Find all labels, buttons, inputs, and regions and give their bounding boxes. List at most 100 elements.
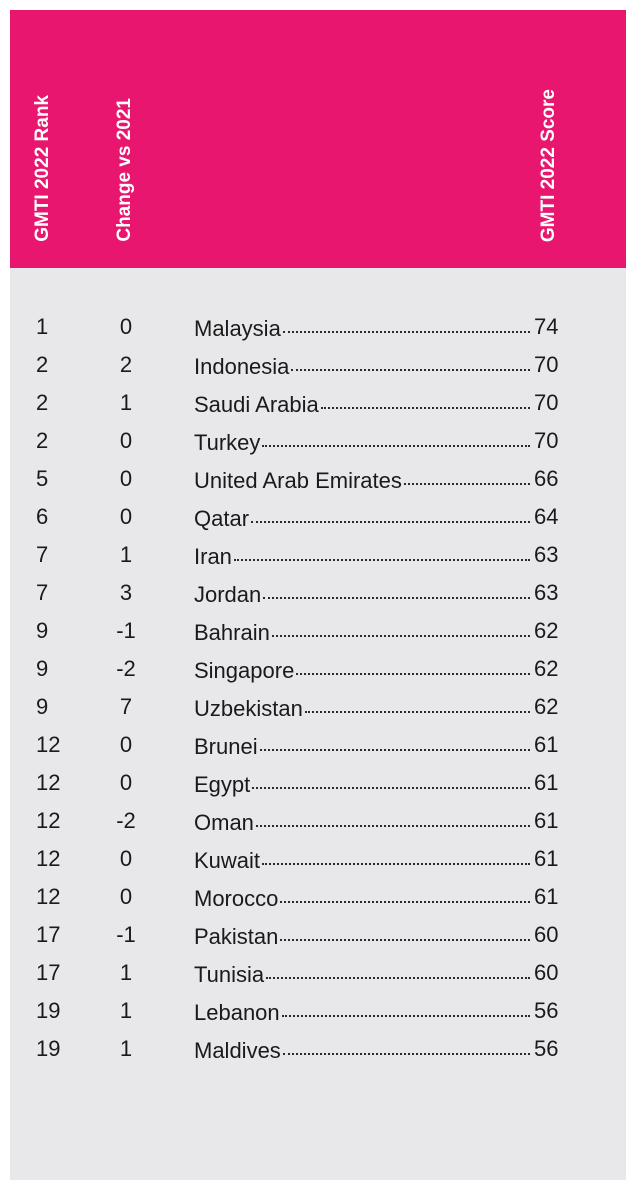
change-cell: 0 — [119, 466, 133, 491]
change-cell: 0 — [119, 732, 133, 757]
score-cell: 61 — [534, 770, 559, 795]
table-row: 1 0 Malaysia 74 — [10, 308, 626, 346]
country-cell: United Arab Emirates — [194, 460, 532, 500]
country-name: Egypt — [194, 772, 251, 797]
dotted-leader — [291, 346, 530, 371]
rank-cell: 17 — [36, 922, 61, 947]
score-cell: 63 — [534, 542, 559, 567]
header-change: Change vs 2021 — [114, 98, 135, 242]
country-name: Tunisia — [194, 962, 265, 987]
dotted-leader — [304, 688, 530, 713]
change-cell: 1 — [119, 390, 133, 415]
rank-cell: 2 — [36, 428, 49, 453]
table-header: GMTI 2022 Rank Change vs 2021 GMTI 2022 … — [10, 10, 626, 268]
rank-cell: 6 — [36, 504, 49, 529]
rank-cell: 2 — [36, 352, 49, 377]
table-row: 19 1 Lebanon 56 — [10, 992, 626, 1030]
dotted-leader — [403, 460, 530, 485]
country-cell: Uzbekistan — [194, 688, 532, 728]
table-row: 5 0 United Arab Emirates 66 — [10, 460, 626, 498]
country-cell: Malaysia — [194, 308, 532, 348]
dotted-leader — [255, 802, 530, 827]
dotted-leader — [296, 650, 530, 675]
table-row: 6 0 Qatar 64 — [10, 498, 626, 536]
dotted-leader — [233, 536, 530, 561]
score-cell: 70 — [534, 352, 559, 377]
table-row: 12 -2 Oman 61 — [10, 802, 626, 840]
table-body: 1 0 Malaysia 74 2 2 Indonesia 70 2 1 Saudi Arabia 7… — [10, 308, 626, 1068]
change-cell: 0 — [119, 314, 133, 339]
country-cell: Iran — [194, 536, 532, 576]
table-row: 7 3 Jordan 63 — [10, 574, 626, 612]
change-cell: -2 — [116, 808, 136, 833]
table-row: 2 1 Saudi Arabia 70 — [10, 384, 626, 422]
country-cell: Jordan — [194, 574, 532, 614]
table-row: 7 1 Iran 63 — [10, 536, 626, 574]
score-cell: 64 — [534, 504, 559, 529]
rank-cell: 9 — [36, 656, 49, 681]
rank-cell: 12 — [36, 884, 61, 909]
dotted-leader — [259, 726, 530, 751]
country-name: Oman — [194, 810, 254, 835]
rank-cell: 9 — [36, 618, 49, 643]
country-cell: Kuwait — [194, 840, 532, 880]
ranking-table: GMTI 2022 Rank Change vs 2021 GMTI 2022 … — [10, 10, 626, 1180]
rank-cell: 12 — [36, 808, 61, 833]
dotted-leader — [266, 954, 530, 979]
rank-cell: 12 — [36, 732, 61, 757]
score-cell: 61 — [534, 808, 559, 833]
score-cell: 56 — [534, 998, 559, 1023]
score-cell: 61 — [534, 884, 559, 909]
country-cell: Pakistan — [194, 916, 532, 956]
dotted-leader — [262, 422, 530, 447]
country-name: Jordan — [194, 582, 262, 607]
table-row: 2 2 Indonesia 70 — [10, 346, 626, 384]
table-row: 2 0 Turkey 70 — [10, 422, 626, 460]
score-cell: 60 — [534, 922, 559, 947]
score-cell: 60 — [534, 960, 559, 985]
change-cell: 1 — [119, 960, 133, 985]
rank-cell: 2 — [36, 390, 49, 415]
country-cell: Qatar — [194, 498, 532, 538]
country-cell: Brunei — [194, 726, 532, 766]
country-cell: Egypt — [194, 764, 532, 804]
dotted-leader — [280, 878, 530, 903]
country-name: Qatar — [194, 506, 250, 531]
table-row: 12 0 Egypt 61 — [10, 764, 626, 802]
dotted-leader — [282, 308, 530, 333]
change-cell: 1 — [119, 542, 133, 567]
rank-cell: 7 — [36, 542, 49, 567]
score-cell: 62 — [534, 656, 559, 681]
score-cell: 74 — [534, 314, 559, 339]
country-name: Indonesia — [194, 354, 290, 379]
country-name: Malaysia — [194, 316, 281, 341]
country-name: Uzbekistan — [194, 696, 303, 721]
country-cell: Turkey — [194, 422, 532, 462]
country-cell: Singapore — [194, 650, 532, 690]
country-cell: Maldives — [194, 1030, 532, 1070]
country-name: Saudi Arabia — [194, 392, 319, 417]
rank-cell: 9 — [36, 694, 49, 719]
change-cell: 3 — [119, 580, 133, 605]
table-row: 17 -1 Pakistan 60 — [10, 916, 626, 954]
country-cell: Saudi Arabia — [194, 384, 532, 424]
country-name: Morocco — [194, 886, 279, 911]
table-row: 12 0 Kuwait 61 — [10, 840, 626, 878]
country-name: Pakistan — [194, 924, 279, 949]
dotted-leader — [282, 1030, 530, 1055]
score-cell: 61 — [534, 732, 559, 757]
dotted-leader — [263, 574, 530, 599]
country-name: Singapore — [194, 658, 295, 683]
country-name: United Arab Emirates — [194, 468, 402, 493]
dotted-leader — [280, 916, 530, 941]
country-name: Kuwait — [194, 848, 261, 873]
change-cell: -2 — [116, 656, 136, 681]
change-cell: -1 — [116, 922, 136, 947]
rank-cell: 1 — [36, 314, 49, 339]
change-cell: -1 — [116, 618, 136, 643]
change-cell: 0 — [119, 770, 133, 795]
change-cell: 1 — [119, 998, 133, 1023]
change-cell: 0 — [119, 884, 133, 909]
rank-cell: 12 — [36, 770, 61, 795]
rank-cell: 12 — [36, 846, 61, 871]
